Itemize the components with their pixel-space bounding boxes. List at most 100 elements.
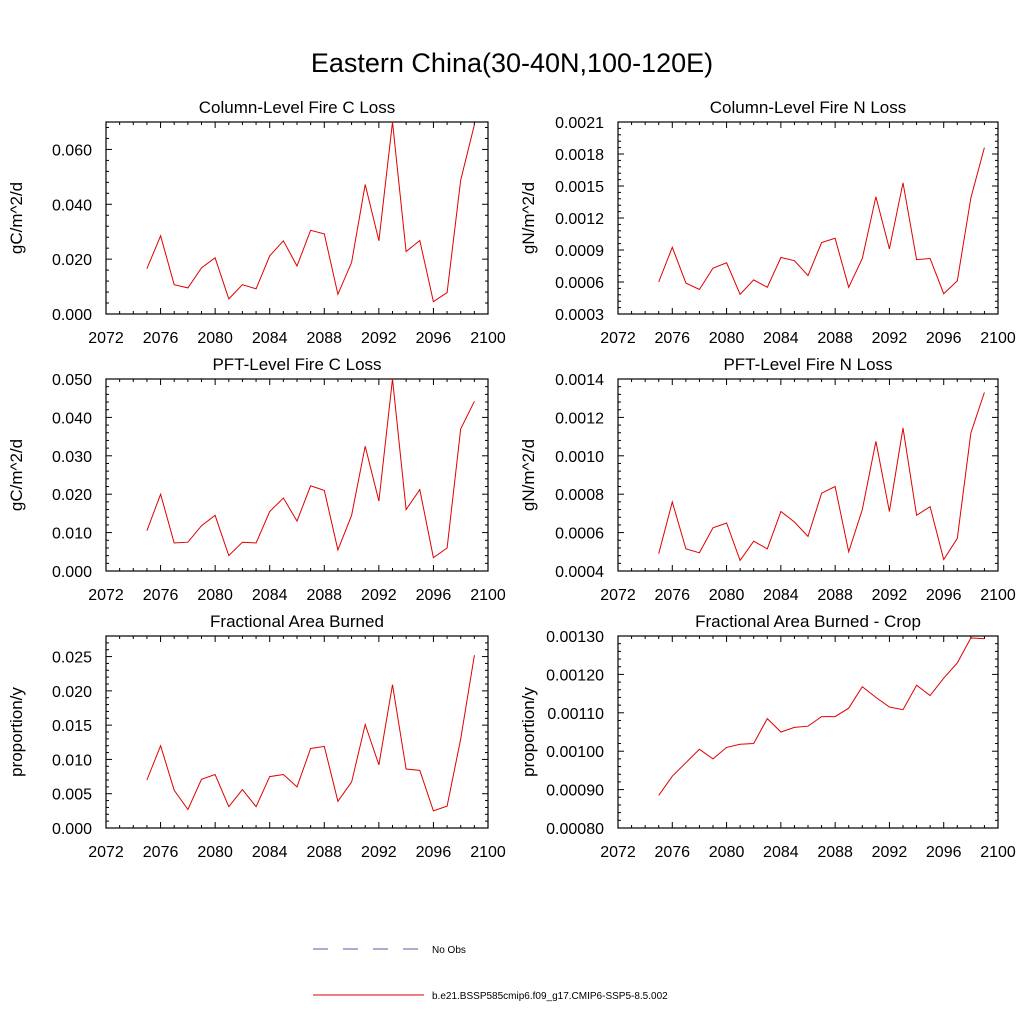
- y-axis-label: proportion/y: [7, 687, 26, 777]
- figure-title: Eastern China(30-40N,100-120E): [310, 48, 714, 78]
- y-axis-label: gN/m^2/d: [519, 439, 538, 511]
- y-tick-label: 0.030: [52, 449, 92, 466]
- y-tick-label: 0.025: [52, 650, 92, 667]
- y-tick-label: 0.0014: [555, 372, 604, 389]
- y-tick-label: 0.00090: [546, 783, 604, 800]
- x-tick-label: 2092: [361, 330, 397, 347]
- y-tick-label: 0.00100: [546, 744, 604, 761]
- x-tick-label: 2076: [654, 844, 690, 861]
- x-tick-label: 2096: [926, 330, 962, 347]
- x-tick-label: 2092: [872, 330, 908, 347]
- series-line: [658, 147, 985, 296]
- y-tick-label: 0.015: [52, 718, 92, 735]
- y-tick-label: 0.00130: [546, 629, 604, 646]
- panel-title: PFT-Level Fire N Loss: [723, 355, 892, 374]
- y-tick-label: 0.0004: [555, 564, 604, 581]
- x-tick-label: 2092: [872, 844, 908, 861]
- chart-panel-3: 2072 2076 2080 2084 2088 2092 2096 2100 0.000 0.0…: [7, 355, 506, 604]
- x-tick-label: 2084: [763, 844, 799, 861]
- y-axis-label: gC/m^2/d: [7, 182, 26, 254]
- plot-frame: [617, 635, 999, 829]
- legend-label: No Obs: [432, 945, 466, 956]
- y-tick-label: 0.010: [52, 526, 92, 543]
- x-tick-label: 2096: [416, 330, 452, 347]
- x-tick-label: 2080: [709, 587, 745, 604]
- chart-panel-6: 2072 2076 2080 2084 2088 2092 2096 2100 0.00080 0…: [519, 612, 1016, 861]
- y-tick-label: 0.000: [52, 821, 92, 838]
- y-tick-label: 0.0018: [555, 147, 604, 164]
- x-tick-label: 2096: [416, 587, 452, 604]
- y-tick-label: 0.0015: [555, 179, 604, 196]
- y-tick-label: 0.0021: [555, 115, 604, 132]
- series-line: [146, 655, 475, 812]
- x-tick-label: 2100: [980, 587, 1016, 604]
- y-tick-label: 0.00120: [546, 667, 604, 684]
- x-tick-label: 2100: [470, 330, 506, 347]
- y-tick-label: 0.0012: [555, 410, 604, 427]
- x-tick-label: 2100: [470, 587, 506, 604]
- chart-panel-2: 2072 2076 2080 2084 2088 2092 2096 2100 0.0003 0.…: [519, 98, 1016, 347]
- x-tick-label: 2080: [709, 330, 745, 347]
- x-tick-label: 2088: [306, 330, 342, 347]
- plot-frame: [617, 121, 999, 315]
- x-tick-label: 2088: [817, 330, 853, 347]
- y-tick-label: 0.000: [52, 307, 92, 324]
- panel-title: PFT-Level Fire C Loss: [212, 355, 381, 374]
- x-tick-label: 2080: [709, 844, 745, 861]
- series-line: [146, 378, 475, 559]
- x-tick-label: 2072: [600, 844, 636, 861]
- y-tick-label: 0.0012: [555, 211, 604, 228]
- plot-frame: [105, 635, 489, 829]
- x-tick-label: 2072: [88, 330, 124, 347]
- y-tick-label: 0.00110: [547, 706, 604, 723]
- y-tick-label: 0.060: [52, 142, 92, 159]
- y-tick-label: 0.0009: [555, 243, 604, 260]
- x-tick-label: 2076: [654, 330, 690, 347]
- x-tick-label: 2092: [872, 587, 908, 604]
- x-tick-label: 2072: [600, 330, 636, 347]
- y-tick-label: 0.0006: [555, 275, 604, 292]
- x-tick-label: 2080: [197, 844, 233, 861]
- x-tick-label: 2072: [600, 587, 636, 604]
- x-tick-label: 2080: [197, 330, 233, 347]
- panel-title: Fractional Area Burned - Crop: [695, 612, 921, 631]
- x-tick-label: 2076: [143, 587, 179, 604]
- y-tick-label: 0.010: [52, 752, 92, 769]
- x-tick-label: 2088: [817, 844, 853, 861]
- x-tick-label: 2088: [306, 587, 342, 604]
- y-tick-label: 0.0006: [555, 526, 604, 543]
- y-axis-label: gN/m^2/d: [519, 182, 538, 254]
- x-tick-label: 2080: [197, 587, 233, 604]
- y-tick-label: 0.020: [52, 252, 92, 269]
- x-tick-label: 2084: [763, 587, 799, 604]
- x-tick-label: 2100: [980, 844, 1016, 861]
- series-line: [146, 121, 475, 303]
- x-tick-label: 2100: [470, 844, 506, 861]
- series-line: [658, 392, 985, 562]
- y-tick-label: 0.00080: [546, 821, 604, 838]
- y-axis-label: proportion/y: [519, 687, 538, 777]
- chart-panel-5: 2072 2076 2080 2084 2088 2092 2096 2100 0.000 0.0…: [7, 612, 506, 861]
- y-tick-label: 0.0008: [555, 487, 604, 504]
- y-tick-label: 0.040: [52, 197, 92, 214]
- x-tick-label: 2096: [926, 587, 962, 604]
- plot-frame: [617, 378, 999, 572]
- x-tick-label: 2092: [361, 587, 397, 604]
- y-tick-label: 0.005: [52, 787, 92, 804]
- y-tick-label: 0.020: [52, 487, 92, 504]
- y-tick-label: 0.0003: [555, 307, 604, 324]
- x-tick-label: 2088: [817, 587, 853, 604]
- y-axis-label: gC/m^2/d: [7, 439, 26, 511]
- legend: No Obs b.e21.BSSP585cmip6.f09_g17.CMIP6-S…: [313, 945, 668, 1002]
- x-tick-label: 2076: [654, 587, 690, 604]
- x-tick-label: 2072: [88, 844, 124, 861]
- y-tick-label: 0.020: [52, 684, 92, 701]
- legend-label: b.e21.BSSP585cmip6.f09_g17.CMIP6-SSP5-8.…: [432, 991, 668, 1002]
- panel-title: Column-Level Fire N Loss: [710, 98, 907, 117]
- x-tick-label: 2096: [416, 844, 452, 861]
- x-tick-label: 2084: [252, 844, 288, 861]
- x-tick-label: 2076: [143, 330, 179, 347]
- panel-title: Column-Level Fire C Loss: [199, 98, 396, 117]
